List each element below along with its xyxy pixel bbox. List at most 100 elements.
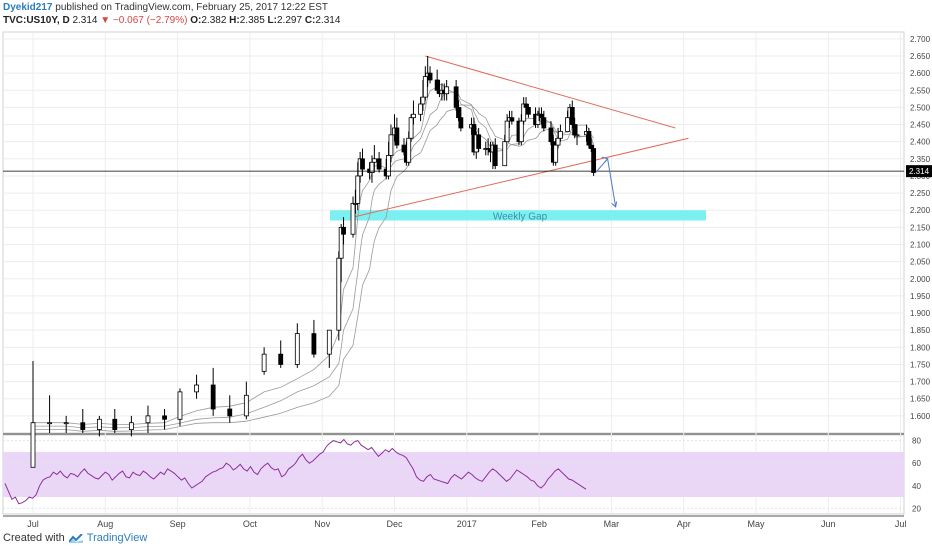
candle-body <box>194 384 199 393</box>
y-tick-label: 2.000 <box>910 275 931 284</box>
close-label: C: <box>304 15 316 26</box>
open-value: 2.382 <box>201 15 227 26</box>
symbol-label: TVC:US10Y, D <box>3 15 70 26</box>
x-tick-label: Jul <box>895 519 907 529</box>
candle-body <box>492 144 498 167</box>
rsi-tick-label: 20 <box>912 504 921 513</box>
moving-average-line <box>33 91 594 429</box>
current-price-label: 2.314 <box>909 167 930 176</box>
candle-body <box>569 107 575 125</box>
candle-body <box>504 120 510 143</box>
candle-body <box>80 422 86 430</box>
candle-body <box>96 418 102 430</box>
candle-body <box>227 408 233 417</box>
candle-body <box>401 144 407 153</box>
y-tick-label: 2.450 <box>910 121 931 130</box>
candle-body <box>434 79 440 91</box>
y-tick-label: 2.150 <box>910 223 931 232</box>
tradingview-brand[interactable]: TradingView <box>86 532 148 544</box>
y-tick-label: 1.850 <box>910 326 931 335</box>
rsi-band <box>3 451 904 498</box>
y-tick-label: 2.050 <box>910 258 931 267</box>
candle-body <box>360 158 365 170</box>
candle-body <box>586 130 592 146</box>
candle-body <box>591 148 597 173</box>
y-tick-label: 2.500 <box>910 103 931 112</box>
candle-body <box>47 422 52 425</box>
footer: Created with TradingView <box>3 532 147 544</box>
candle-body <box>30 422 36 468</box>
candle-body <box>371 158 377 163</box>
candle-body <box>509 117 515 122</box>
candle-body <box>548 127 554 143</box>
candle-body <box>376 158 382 170</box>
y-tick-label: 1.700 <box>910 378 931 387</box>
close-value: 2.314 <box>315 15 341 26</box>
high-label: H: <box>229 15 240 26</box>
y-tick-label: 1.600 <box>910 412 931 421</box>
candle-body <box>523 103 529 108</box>
low-label: L: <box>267 15 277 26</box>
tradingview-logo-icon <box>68 533 83 543</box>
candle-body <box>555 137 561 146</box>
moving-average-line <box>33 83 594 425</box>
candle-body <box>427 72 433 81</box>
candle-body <box>162 415 167 420</box>
rsi-tick-label: 60 <box>912 459 921 468</box>
created-with-text: Created with <box>3 532 65 544</box>
candle-body <box>408 117 414 139</box>
y-tick-label: 1.950 <box>910 292 931 301</box>
candle-body <box>388 134 394 156</box>
candle-body <box>453 86 459 108</box>
candle-body <box>243 394 249 417</box>
price-pane <box>2 31 905 434</box>
candle-body <box>502 141 508 167</box>
candle-body <box>420 96 426 105</box>
x-tick-label: Mar <box>604 519 620 529</box>
y-tick-label: 1.650 <box>910 395 931 404</box>
x-tick-label: 2017 <box>457 519 477 529</box>
y-tick-label: 2.550 <box>910 86 931 95</box>
candle-body <box>456 107 461 119</box>
candle-body <box>386 154 391 177</box>
high-value: 2.385 <box>239 15 265 26</box>
candle-body <box>526 107 531 115</box>
x-tick-label: Dec <box>386 519 403 529</box>
x-tick-label: Sep <box>170 519 186 529</box>
y-tick-label: 2.650 <box>910 52 931 61</box>
y-tick-label: 2.600 <box>910 69 931 78</box>
candle-body <box>476 134 482 149</box>
candle-body <box>261 353 267 372</box>
candle-body <box>145 415 151 424</box>
open-label: O: <box>190 15 202 26</box>
candle-body <box>341 226 346 235</box>
author-link[interactable]: Dyekid217 <box>3 2 53 13</box>
candle-body <box>458 117 464 129</box>
last-price: 2.314 <box>72 15 98 26</box>
current-price-tag <box>906 165 932 178</box>
y-tick-label: 2.400 <box>910 138 931 147</box>
y-tick-label: 1.750 <box>910 360 931 369</box>
ohlc-legend: TVC:US10Y, D 2.314 ▼ −0.067 (−2.79%) O:2… <box>3 15 340 26</box>
candle-body <box>418 103 423 115</box>
x-tick-label: Aug <box>97 519 113 529</box>
y-tick-label: 1.900 <box>910 309 931 318</box>
y-tick-label: 2.100 <box>910 240 931 249</box>
x-tick-label: Apr <box>677 519 691 529</box>
low-value: 2.297 <box>277 15 303 26</box>
candle-body <box>541 117 547 129</box>
x-tick-label: Nov <box>314 519 331 529</box>
candle-body <box>278 353 284 365</box>
candle-body <box>553 144 559 163</box>
x-tick-label: Oct <box>243 519 258 529</box>
x-tick-label: Jul <box>27 519 39 529</box>
x-tick-label: Feb <box>531 519 547 529</box>
support-trendline <box>352 137 689 218</box>
candle-body <box>394 127 400 146</box>
arrow-down-icon <box>607 158 617 207</box>
candle-body <box>210 384 216 410</box>
gap-annotation: Weekly Gap <box>493 211 548 222</box>
price-change: −0.067 (−2.79%) <box>112 15 188 26</box>
down-triangle-icon: ▼ <box>100 15 111 26</box>
